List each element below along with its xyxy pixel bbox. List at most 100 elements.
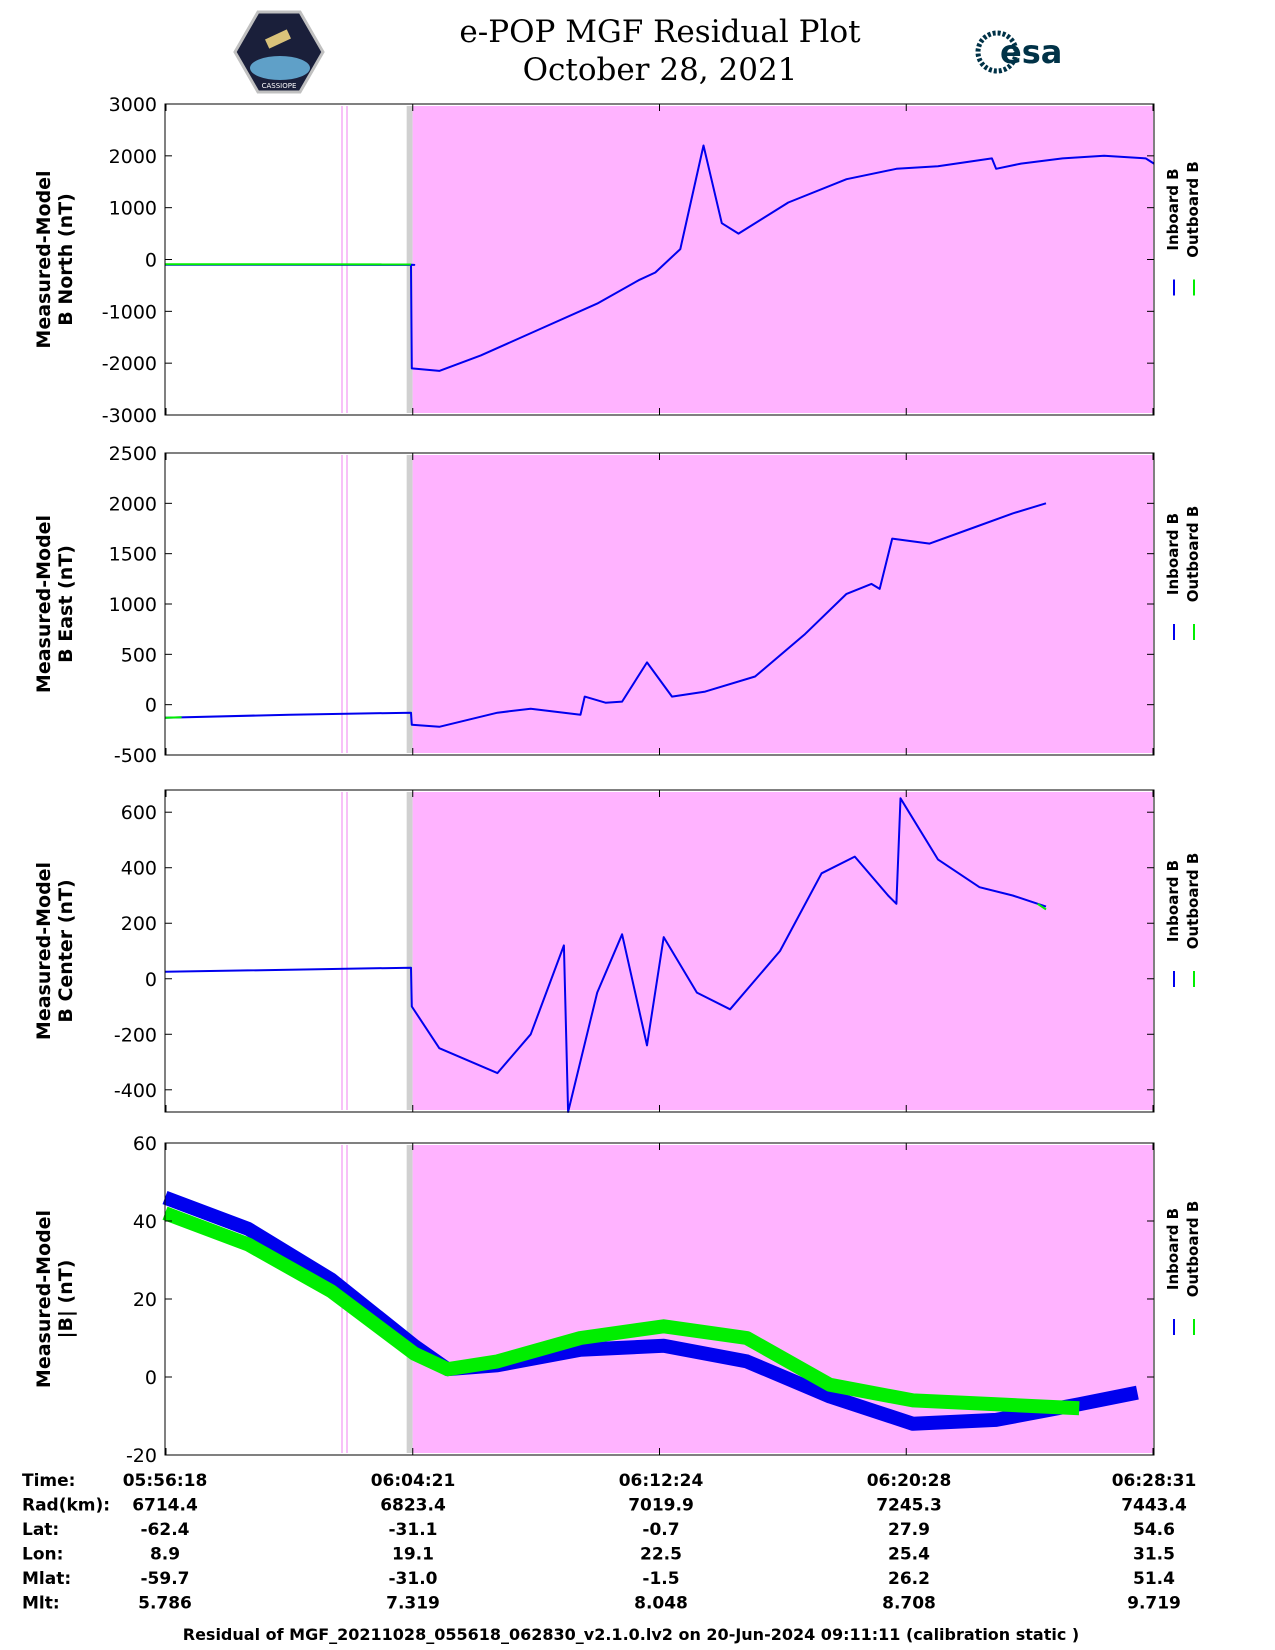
table-cell: -0.7 [642,1520,679,1540]
cassiope-logo-text: CASSIOPE [262,82,297,90]
table-cell: 8.9 [150,1545,180,1565]
footer-caption: Residual of MGF_20211028_055618_062830_v… [183,1625,1079,1644]
y-axis-label: Measured-ModelB North (nT) [33,170,77,348]
table-row-label: Mlt: [22,1594,60,1614]
y-tick-label: 0 [145,969,157,991]
table-cell: -1.5 [642,1569,679,1589]
legend: Inboard B Outboard B [1164,506,1202,640]
legend-inboard-label: Inboard B [1164,1208,1182,1290]
table-row-label: Rad(km): [22,1496,110,1516]
table-cell: 8.708 [882,1594,936,1614]
y-tick-label: 2000 [109,493,157,515]
table-cell: 6714.4 [132,1496,198,1516]
table-row-label: Lon: [22,1545,63,1565]
table-cell: 25.4 [888,1545,930,1565]
y-tick-label: 1500 [109,544,157,566]
gap-band [406,106,413,413]
table-cell: 27.9 [888,1520,930,1540]
table-cell: 31.5 [1133,1545,1175,1565]
panel-east: -500 0 500 1000 1500 2000 2500 Measured-ModelB … [33,443,1202,767]
table-cell: -59.7 [141,1569,190,1589]
y-tick-label: 40 [133,1211,157,1233]
table-cell: 06:12:24 [619,1471,704,1491]
y-axis-label: Measured-ModelB East (nT) [33,515,77,693]
y-tick-label: -20 [126,1445,157,1467]
y-tick-label: 200 [121,913,157,935]
legend-outboard-label: Outboard B [1184,853,1202,950]
table-cell: -31.1 [389,1520,438,1540]
panel-total: -20 0 20 40 60 Measured-Model|B| (nT) Inboard … [33,1133,1202,1467]
table-cell: 7.319 [386,1594,440,1614]
gap-band [406,792,413,1110]
y-tick-label: 3000 [109,94,157,116]
gap-band [406,1145,413,1453]
table-row-label: Time: [22,1471,75,1491]
legend: Inboard B Outboard B [1164,853,1202,987]
y-axis-label: Measured-Model|B| (nT) [33,1210,77,1388]
y-tick-label: 400 [121,858,157,880]
y-axis-label: Measured-ModelB Center (nT) [33,862,77,1040]
table-cell: 51.4 [1133,1569,1175,1589]
y-tick-label: -1000 [102,301,157,323]
shaded-region [412,792,1154,1110]
table-cell: 6823.4 [380,1496,446,1516]
panel-center: -400 -200 0 200 400 600 Measured-ModelB Center… [33,789,1202,1113]
esa-logo-text: esa [1000,33,1062,71]
table-cell: 05:56:18 [123,1471,208,1491]
y-tick-label: 0 [145,250,157,272]
esa-logo: esa [975,30,1062,74]
legend-outboard-label: Outboard B [1184,161,1202,258]
series-inboard-line [164,144,1155,372]
table-cell: 9.719 [1127,1594,1181,1614]
panel-north: -3000 -2000 -1000 0 1000 2000 3000 Measured-Mod… [33,94,1202,427]
legend: Inboard B Outboard B [1164,161,1202,296]
legend-outboard-label: Outboard B [1184,1201,1202,1298]
legend-inboard-label: Inboard B [1164,860,1182,942]
y-tick-label: 2000 [109,146,157,168]
table-cell: 06:04:21 [371,1471,456,1491]
y-tick-label: 1000 [109,198,157,220]
shaded-region [412,455,1154,753]
table-row-label: Mlat: [22,1569,71,1589]
series-inboard-line [164,502,1047,728]
table-cell: 7245.3 [876,1496,942,1516]
legend-outboard-label: Outboard B [1184,506,1202,603]
table-cell: 22.5 [640,1545,682,1565]
y-tick-label: 0 [145,695,157,717]
table-cell: 26.2 [888,1569,930,1589]
y-tick-label: 1000 [109,594,157,616]
series-outboard-line [164,716,182,719]
y-tick-label: 600 [121,802,157,824]
y-tick-label: 20 [133,1289,157,1311]
chart-title: e-POP MGF Residual Plot [459,14,861,50]
chart-subtitle-date: October 28, 2021 [522,52,798,88]
shaded-region [412,106,1154,413]
legend-inboard-label: Inboard B [1164,513,1182,595]
y-tick-label: -3000 [102,405,157,427]
y-tick-label: -500 [114,745,157,767]
y-tick-label: -400 [114,1080,157,1102]
series-outboard-line [162,1206,1080,1416]
cassiope-logo: CASSIOPE [233,10,325,94]
y-tick-label: 2500 [109,443,157,465]
table-row-label: Lat: [22,1520,59,1540]
legend-inboard-label: Inboard B [1164,168,1182,250]
table-cell: 5.786 [138,1594,192,1614]
table-cell: 06:28:31 [1112,1471,1197,1491]
y-tick-label: 60 [133,1133,157,1155]
legend: Inboard B Outboard B [1164,1201,1202,1335]
table-cell: 8.048 [634,1594,688,1614]
table-cell: 7019.9 [628,1496,694,1516]
table-cell: 19.1 [392,1545,434,1565]
y-tick-label: 0 [145,1367,157,1389]
y-tick-label: -2000 [102,353,157,375]
table-cell: -31.0 [389,1569,438,1589]
table-cell: 7443.4 [1121,1496,1187,1516]
y-tick-label: 500 [121,644,157,666]
table-cell: 06:20:28 [867,1471,952,1491]
series-inboard-line [164,797,1047,1113]
series-outboard-line [1037,902,1047,911]
gap-band [406,455,413,753]
table-cell: 54.6 [1133,1520,1175,1540]
